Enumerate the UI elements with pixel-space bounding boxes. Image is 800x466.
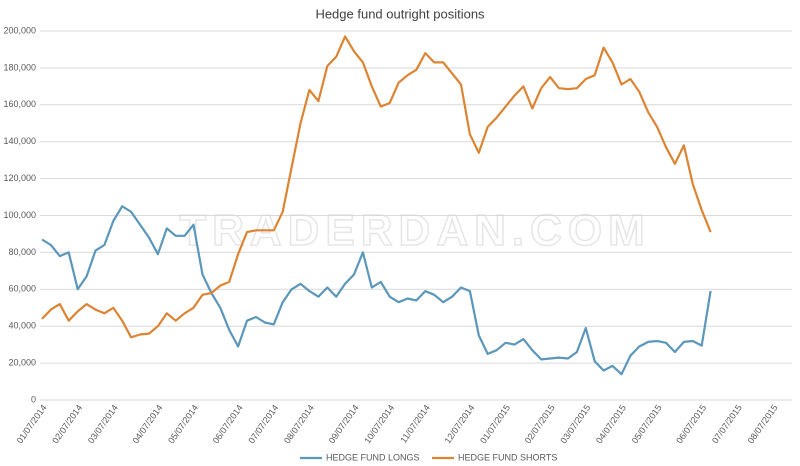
y-tick-label: 80,000 [8,247,36,257]
x-tick-label: 06/07/2014 [211,403,245,446]
x-tick-label: 08/07/2014 [282,403,316,446]
x-tick-label: 05/07/2015 [630,403,664,446]
x-tick-label: 06/07/2015 [674,403,708,446]
legend-label: HEDGE FUND SHORTS [458,452,557,462]
y-tick-label: 20,000 [8,357,36,367]
x-tick-label: 03/07/2014 [86,403,120,446]
x-tick-label: 02/07/2015 [523,403,557,446]
y-tick-label: 160,000 [3,99,36,109]
x-tick-label: 12/07/2014 [442,403,476,446]
y-tick-label: 180,000 [3,62,36,72]
x-tick-label: 02/07/2014 [50,403,84,446]
x-tick-label: 11/07/2014 [398,403,432,445]
x-tick-label: 07/07/2014 [246,403,280,446]
x-tick-label: 09/07/2014 [327,403,361,446]
x-tick-label: 05/07/2014 [166,403,200,446]
x-tick-label: 08/07/2015 [746,403,780,446]
x-tick-label: 01/07/2015 [478,403,512,446]
legend-label: HEDGE FUND LONGS [326,452,420,462]
x-tick-label: 03/07/2015 [558,403,592,446]
y-tick-label: 40,000 [8,321,36,331]
x-tick-label: 04/07/2015 [594,403,628,446]
y-tick-label: 200,000 [3,25,36,35]
x-tick-label: 10/07/2014 [362,403,396,446]
chart-title: Hedge fund outright positions [315,6,485,21]
x-tick-label: 04/07/2014 [130,403,164,446]
x-tick-label: 01/07/2014 [15,403,49,446]
line-series [41,205,712,376]
line-series [41,35,712,339]
y-tick-label: 100,000 [3,210,36,220]
y-tick-label: 120,000 [3,173,36,183]
y-tick-label: 0 [31,394,36,404]
y-tick-label: 60,000 [8,284,36,294]
x-tick-label: 07/07/2015 [710,403,744,446]
y-tick-label: 140,000 [3,136,36,146]
